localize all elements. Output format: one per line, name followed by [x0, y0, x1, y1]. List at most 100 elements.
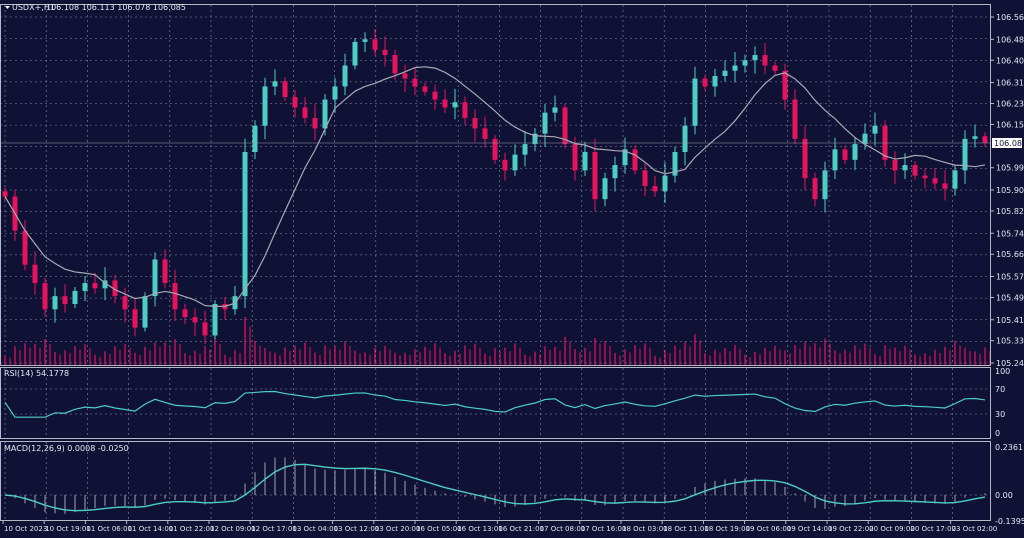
candle-bullish — [72, 290, 78, 305]
time-tick-label: 13 Oct 12:00 — [334, 525, 380, 533]
candle-bullish — [672, 151, 678, 176]
candle-bullish — [962, 138, 968, 171]
candle-bullish — [332, 86, 338, 100]
time-tick-label: 18 Oct 19:00 — [704, 525, 750, 533]
candle-bearish — [442, 99, 448, 108]
rsi-level-0: 0 — [995, 429, 1000, 438]
price-tick-label: 105.740 — [996, 229, 1024, 238]
candle-bullish — [542, 112, 548, 134]
time-tick-label: 17 Oct 08:00 — [540, 525, 586, 533]
time-tick-label: 20 Oct 17:00 — [910, 525, 956, 533]
price-tick-label: 106.155 — [996, 120, 1024, 129]
candle-bearish — [642, 170, 648, 187]
grid — [0, 5, 990, 520]
candle-bullish — [512, 154, 518, 171]
candle-bearish — [782, 70, 788, 100]
time-tick-label: 18 Oct 11:00 — [663, 525, 709, 533]
price-tick-label: 105.905 — [996, 186, 1024, 195]
candle-bearish — [492, 138, 498, 160]
candle-bearish — [802, 138, 808, 179]
time-tick-label: 18 Oct 03:00 — [622, 525, 668, 533]
candle-bullish — [722, 70, 728, 76]
time-tick-label: 11 Oct 14:00 — [128, 525, 174, 533]
candle-bullish — [272, 81, 278, 87]
candle-bullish — [252, 125, 258, 152]
rsi-title: RSI(14) 54.1778 — [4, 369, 69, 378]
candle-bullish — [342, 65, 348, 87]
candle-bearish — [172, 283, 178, 310]
price-tick-label: 106.480 — [996, 35, 1024, 44]
candle-bearish — [182, 309, 188, 318]
candle-bullish — [582, 151, 588, 171]
candle-bullish — [682, 125, 688, 152]
candle-bearish — [502, 159, 508, 171]
candle-bullish — [852, 144, 858, 160]
current-price-tag — [992, 138, 1022, 148]
candle-bearish — [42, 283, 48, 310]
time-tick-label: 13 Oct 04:00 — [292, 525, 338, 533]
time-tick-label: 10 Oct 2023 — [4, 525, 47, 533]
candle-bullish — [452, 102, 458, 108]
macd-title: MACD(12,26,9) 0.0008 -0.0250 — [4, 444, 129, 453]
candle-bearish — [162, 259, 168, 284]
time-tick-label: 11 Oct 06:00 — [86, 525, 132, 533]
price-axis: 106.565 106.480 106.400 106.315 106.235 106.1… — [990, 13, 1024, 368]
candles — [2, 29, 988, 345]
candle-bearish — [2, 191, 8, 197]
macd-level-min: -0.1395 — [995, 517, 1024, 526]
candle-bearish — [912, 165, 918, 176]
collapse-triangle-icon[interactable] — [5, 6, 10, 9]
price-tick-label: 105.410 — [996, 316, 1024, 325]
candle-bearish — [892, 159, 898, 171]
candle-bullish — [152, 259, 158, 297]
candle-bullish — [612, 165, 618, 179]
candle-bullish — [262, 86, 268, 126]
candle-bearish — [772, 65, 778, 71]
price-tick-label: 105.245 — [996, 359, 1024, 368]
candle-bullish — [862, 133, 868, 145]
candle-bullish — [242, 151, 248, 297]
candle-bearish — [702, 78, 708, 87]
time-tick-label: 16 Oct 21:00 — [498, 525, 544, 533]
candle-bullish — [352, 41, 358, 66]
candle-bearish — [472, 117, 478, 129]
candle-bearish — [432, 91, 438, 100]
time-tick-label: 19 Oct 22:00 — [828, 525, 874, 533]
candle-bullish — [362, 39, 368, 42]
candle-bearish — [762, 55, 768, 66]
moving-average-line — [4, 66, 986, 307]
rsi-level-100: 100 — [995, 367, 1010, 376]
time-tick-label: 19 Oct 06:00 — [746, 525, 792, 533]
time-tick-label: 13 Oct 20:00 — [375, 525, 421, 533]
candle-bullish — [752, 55, 758, 61]
macd-signal-line — [4, 463, 986, 512]
candle-bullish — [532, 133, 538, 145]
candle-bearish — [462, 102, 468, 118]
candle-bearish — [92, 283, 98, 289]
time-tick-label: 16 Oct 13:00 — [457, 525, 503, 533]
candle-bearish — [592, 151, 598, 200]
price-tick-label: 105.825 — [996, 207, 1024, 216]
time-tick-label: 12 Oct 09:00 — [210, 525, 256, 533]
candle-bullish — [872, 125, 878, 134]
candle-bullish — [322, 99, 328, 129]
candle-bullish — [212, 304, 218, 336]
candle-bearish — [792, 99, 798, 139]
candle-bullish — [602, 178, 608, 200]
candle-bullish — [952, 170, 958, 189]
price-tick-label: 106.315 — [996, 79, 1024, 88]
time-tick-label: 19 Oct 14:00 — [787, 525, 833, 533]
candle-bearish — [482, 128, 488, 139]
candle-bearish — [202, 322, 208, 336]
time-tick-label: 20 Oct 09:00 — [869, 525, 915, 533]
candle-bullish — [622, 149, 628, 166]
candle-bearish — [652, 186, 658, 192]
candle-bearish — [22, 230, 28, 265]
ohlc-values: 106.108 106.113 106.078 106.085 — [46, 3, 186, 12]
candle-bearish — [812, 178, 818, 200]
candle-bearish — [562, 107, 568, 145]
price-tick-label: 105.990 — [996, 164, 1024, 173]
macd-level-zero: 0.00 — [995, 491, 1013, 500]
candle-bearish — [122, 296, 128, 310]
